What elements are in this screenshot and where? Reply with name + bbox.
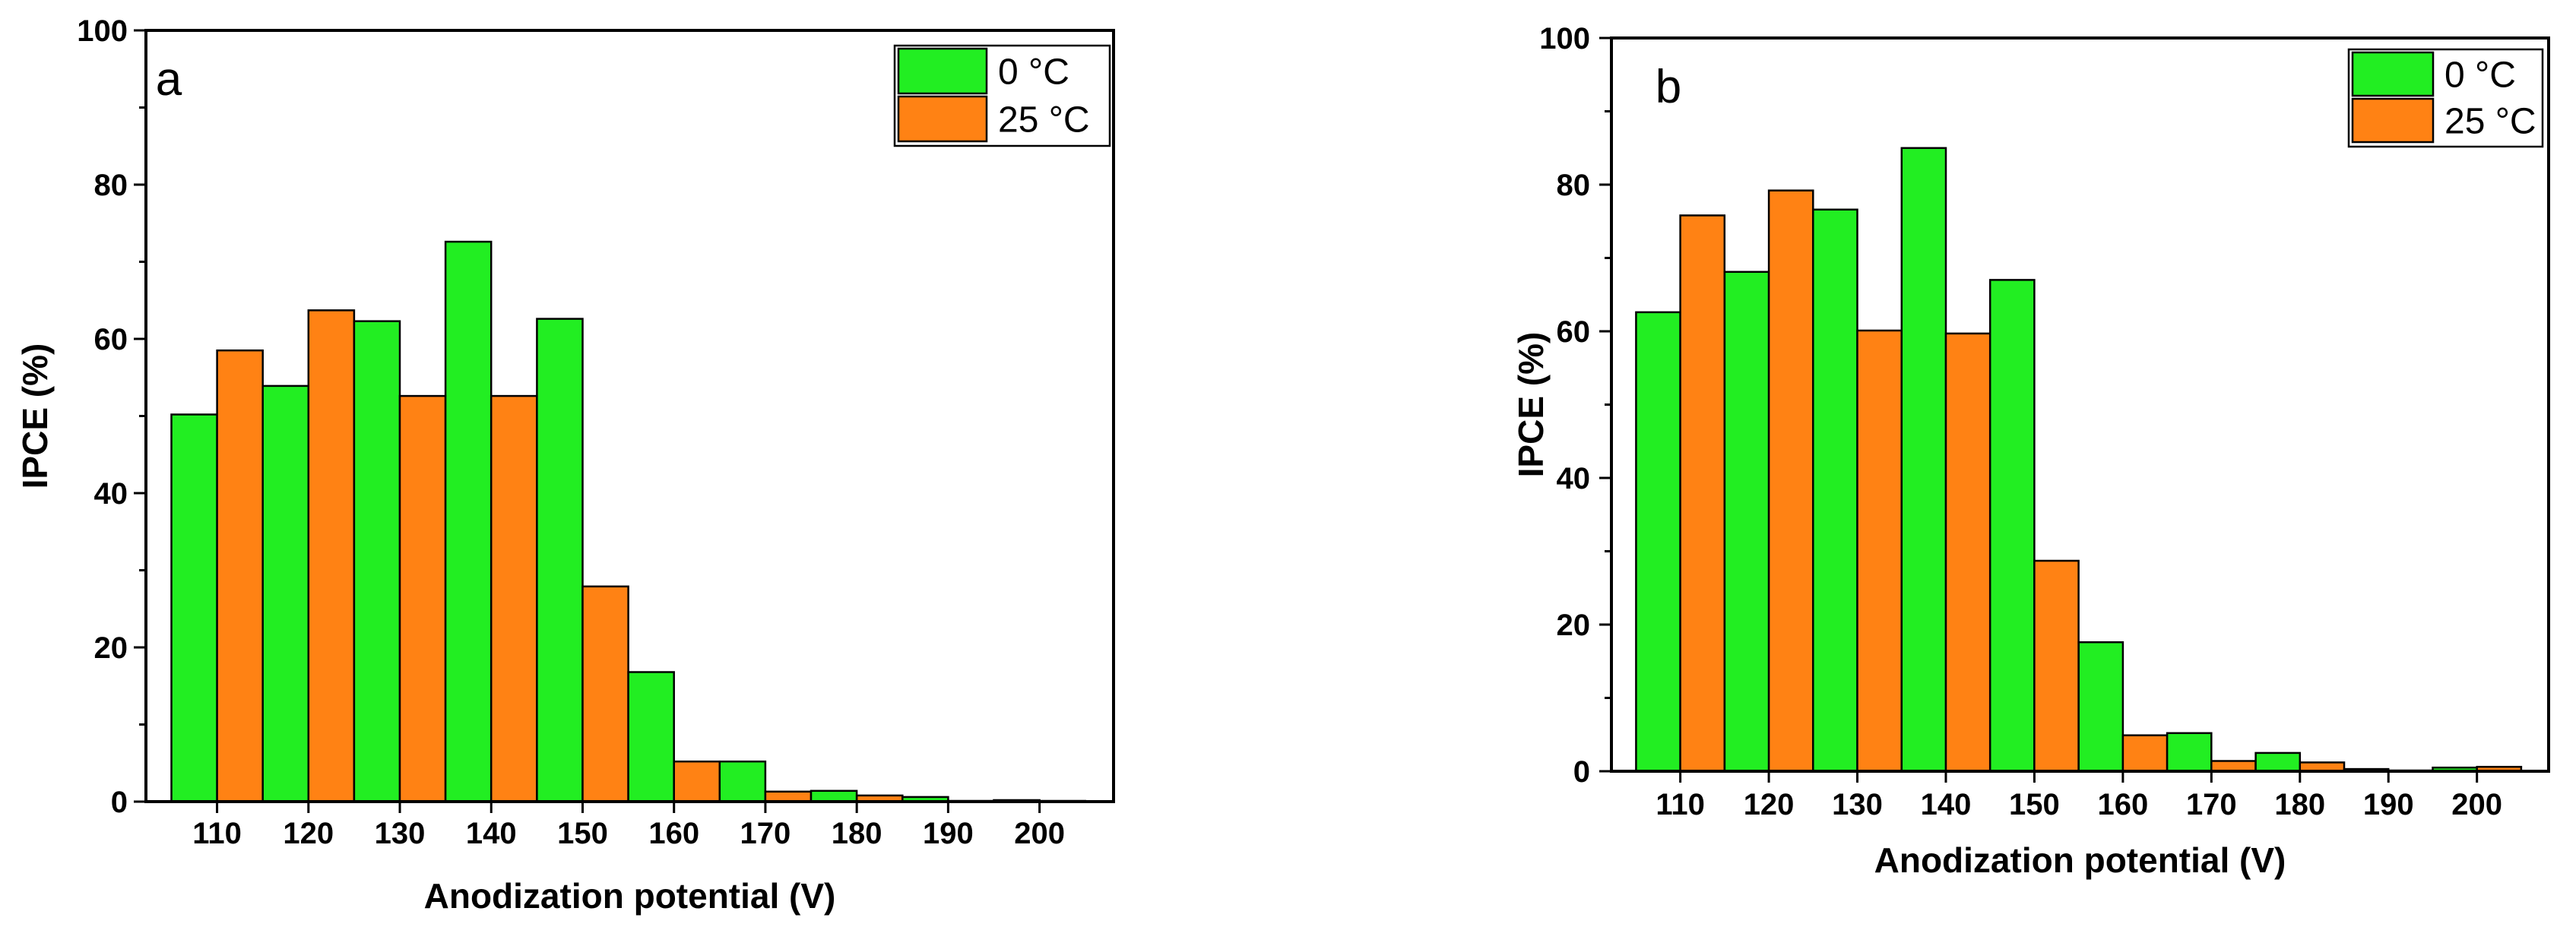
y-tick-label: 80 [94, 169, 128, 202]
y-tick-label: 40 [1557, 462, 1591, 495]
y-tick-label: 80 [1557, 169, 1591, 202]
x-tick-label: 150 [2009, 788, 2060, 821]
bar-0c-150 [536, 318, 584, 803]
legend-swatch-0c [897, 47, 988, 95]
legend-label-0c: 0 °C [998, 52, 1069, 93]
legend: 0 °C 25 °C [2347, 48, 2544, 148]
plot-frame [1610, 36, 2550, 773]
bar-0c-140 [1900, 147, 1947, 773]
bar-0c-140 [444, 240, 493, 803]
bar-0c-160 [627, 671, 675, 803]
y-tick-label: 40 [94, 477, 128, 511]
x-tick-label: 130 [375, 817, 426, 850]
panel-letter: b [1656, 61, 1681, 113]
x-tick-label: 150 [557, 817, 608, 850]
legend-label-25c: 25 °C [2445, 102, 2536, 142]
legend-swatch-25c [2351, 97, 2435, 144]
y-tick-label: 0 [111, 786, 128, 819]
x-tick-label: 130 [1832, 788, 1883, 821]
legend-label-25c: 25 °C [998, 100, 1090, 141]
bar-25c-130 [398, 394, 447, 803]
bar-0c-160 [2077, 641, 2124, 773]
y-axis-title: IPCE (%) [1511, 332, 1551, 478]
x-tick-label: 200 [1014, 817, 1065, 850]
bar-25c-160 [2121, 734, 2169, 773]
y-tick-label: 0 [1573, 755, 1590, 789]
bar-25c-160 [673, 760, 721, 803]
bar-25c-120 [1767, 189, 1814, 773]
bar-0c-110 [1635, 311, 1681, 773]
x-tick-label: 190 [2363, 788, 2414, 821]
x-tick-label: 170 [740, 817, 791, 850]
bar-0c-120 [261, 384, 310, 803]
chart-panel-a: 110 120 130 140 150 160 170 180 190 200 0 20 40 60 80 1… [15, 14, 1115, 916]
bar-0c-180 [2254, 751, 2302, 773]
x-tick-label: 110 [192, 817, 242, 850]
y-axis-title: IPCE (%) [15, 343, 55, 489]
bar-0c-130 [353, 320, 401, 803]
bar-0c-120 [1723, 271, 1770, 773]
x-axis-title: Anodization potential (V) [1874, 840, 2286, 880]
x-tick-label: 110 [1656, 788, 1705, 821]
y-tick-label: 100 [1539, 22, 1590, 55]
x-tick-label: 120 [283, 817, 334, 850]
legend-label-0c: 0 °C [2445, 55, 2516, 96]
y-tick-label: 60 [94, 323, 128, 356]
x-tick-label: 120 [1744, 788, 1795, 821]
x-tick-label: 200 [2451, 788, 2502, 821]
x-tick-label: 140 [1921, 788, 1972, 821]
x-axis-title: Anodization potential (V) [424, 876, 836, 916]
bar-25c-120 [307, 309, 356, 803]
bar-0c-110 [170, 413, 218, 803]
bar-0c-130 [1812, 208, 1858, 773]
x-tick-label: 170 [2186, 788, 2237, 821]
x-tick-label: 160 [648, 817, 699, 850]
bar-25c-170 [2210, 760, 2257, 773]
x-tick-label: 180 [2274, 788, 2325, 821]
bar-25c-150 [581, 585, 629, 803]
bar-0c-170 [718, 760, 767, 803]
y-tick-label: 100 [77, 14, 128, 48]
x-tick-label: 180 [832, 817, 882, 850]
panel-letter: a [156, 53, 182, 106]
bar-25c-110 [216, 349, 264, 803]
bar-0c-170 [2166, 732, 2213, 773]
legend-swatch-25c [897, 95, 988, 143]
bar-25c-110 [1679, 214, 1726, 773]
bar-25c-140 [1944, 332, 1991, 773]
x-tick-label: 140 [466, 817, 517, 850]
x-tick-label: 160 [2098, 788, 2149, 821]
y-tick-label: 60 [1557, 315, 1591, 349]
y-tick-label: 20 [94, 631, 128, 665]
chart-panel-b: 110 120 130 140 150 160 170 180 190 200 0 20 40 60 80 1… [1511, 22, 2550, 880]
legend: 0 °C 25 °C [893, 44, 1111, 147]
bar-25c-140 [490, 394, 538, 803]
bar-0c-180 [810, 789, 858, 803]
x-tick-label: 190 [923, 817, 974, 850]
y-tick-label: 20 [1557, 609, 1591, 642]
legend-swatch-0c [2351, 51, 2435, 97]
bar-25c-130 [1856, 329, 1903, 773]
bar-0c-150 [1988, 279, 2036, 773]
bar-25c-150 [2033, 559, 2080, 773]
plot-frame [144, 29, 1115, 803]
